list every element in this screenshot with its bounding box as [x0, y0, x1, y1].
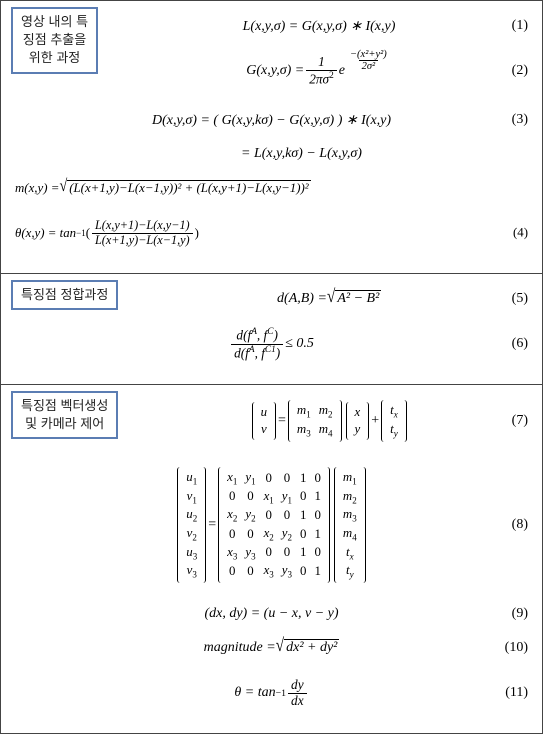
equation-3-body: D(x,y,σ) = ( G(x,y,kσ) − G(x,y,σ) ) ∗ I(…: [152, 112, 391, 129]
eq7-mat-m: m1m2 m3m4: [288, 400, 342, 441]
equation-2-body: G(x,y,σ) = 1 2πσ2 e −(x²+y²) 2σ²: [246, 55, 391, 87]
equation-2-number: (2): [512, 63, 528, 79]
equations-figure: 영상 내의 특 징점 추출을 위한 과정 L(x,y,σ) = G(x,y,σ)…: [0, 0, 543, 734]
equation-5-body: d(A,B) = A² − B²: [277, 290, 381, 308]
section-vector-camera: 특징점 벡터생성 및 카메라 제어 uv = m1m2 m3m4 xy + tx…: [1, 385, 542, 733]
equation-1-body: L(x,y,σ) = G(x,y,σ) ∗ I(x,y): [243, 18, 396, 35]
section2-tag: 특징점 정합과정: [11, 280, 118, 310]
equation-3-number: (3): [512, 112, 528, 128]
equation-7-body: uv = m1m2 m3m4 xy + tx ty: [250, 400, 409, 441]
eq8-design-matrix: x1y10010 00x1y101 x2y20010 00x2y201 x3y3…: [218, 467, 330, 583]
equation-5: d(A,B) = A² − B² (5): [126, 284, 532, 314]
equation-8-number: (8): [512, 517, 528, 533]
equation-10-number: (10): [505, 640, 528, 656]
equation-11: θ = tan−1 dy dx (11): [11, 667, 532, 719]
equation-3: D(x,y,σ) = ( G(x,y,kσ) − G(x,y,σ) ) ∗ I(…: [11, 105, 532, 135]
equation-10-body: magnitude = dx² + dy²: [204, 639, 340, 657]
section1-tag: 영상 내의 특 징점 추출을 위한 과정: [11, 7, 98, 74]
eq7-vec-uv: uv: [252, 402, 276, 441]
equation-7-number: (7): [512, 413, 528, 429]
equation-9-number: (9): [512, 606, 528, 622]
section-matching: 특징점 정합과정 d(A,B) = A² − B² (5) d(fA, fC) …: [1, 274, 542, 385]
eq8-rhs-vec: m1m2 m3m4 txty: [334, 467, 366, 583]
equation-9-body: (dx, dy) = (u − x, v − y): [204, 606, 338, 622]
equation-11-number: (11): [505, 685, 528, 701]
equation-3b: = L(x,y,kσ) − L(x,y,σ): [11, 139, 532, 169]
section-feature-extraction: 영상 내의 특 징점 추출을 위한 과정 L(x,y,σ) = G(x,y,σ)…: [1, 1, 542, 274]
equation-7: uv = m1m2 m3m4 xy + tx ty (7): [126, 395, 532, 447]
equation-6: d(fA, fC) d(fA, fC1) ≤ 0.5 (6): [11, 318, 532, 370]
equation-6-body: d(fA, fC) d(fA, fC1) ≤ 0.5: [229, 327, 314, 360]
equation-6-number: (6): [512, 336, 528, 352]
equation-9: (dx, dy) = (u − x, v − y) (9): [11, 599, 532, 629]
equation-4-number: (4): [513, 226, 528, 241]
equation-2: G(x,y,σ) = 1 2πσ2 e −(x²+y²) 2σ² (2): [106, 45, 532, 97]
eq7-vec-xy: xy: [346, 402, 370, 441]
equation-m-body: m(x,y) = (L(x+1,y)−L(x−1,y))² + (L(x,y+1…: [15, 180, 311, 197]
eq7-vec-t: tx ty: [381, 400, 407, 441]
equation-8: u1v1 u2v2 u3v3 = x1y10010 00x1y101 x2y20…: [11, 455, 532, 595]
eq8-lhs-vec: u1v1 u2v2 u3v3: [177, 467, 206, 583]
equation-4-body: θ(x,y) = tan−1 ( L(x,y+1)−L(x,y−1) L(x+1…: [15, 219, 199, 247]
equation-3b-body: = L(x,y,kσ) − L(x,y,σ): [241, 146, 362, 162]
equation-m: m(x,y) = (L(x+1,y)−L(x−1,y))² + (L(x,y+1…: [11, 173, 532, 203]
equation-8-body: u1v1 u2v2 u3v3 = x1y10010 00x1y101 x2y20…: [175, 467, 367, 583]
equation-11-body: θ = tan−1 dy dx: [234, 678, 308, 708]
equation-5-number: (5): [512, 291, 528, 307]
section3-tag: 특징점 벡터생성 및 카메라 제어: [11, 391, 118, 439]
equation-4: θ(x,y) = tan−1 ( L(x,y+1)−L(x,y−1) L(x+1…: [11, 207, 532, 259]
equation-1-number: (1): [512, 18, 528, 34]
equation-1: L(x,y,σ) = G(x,y,σ) ∗ I(x,y) (1): [106, 11, 532, 41]
equation-10: magnitude = dx² + dy² (10): [11, 633, 532, 663]
